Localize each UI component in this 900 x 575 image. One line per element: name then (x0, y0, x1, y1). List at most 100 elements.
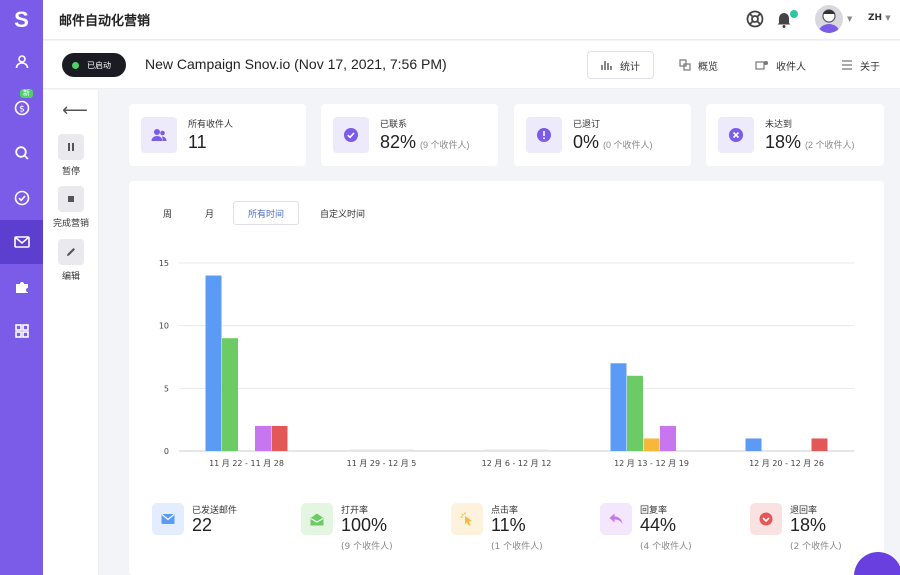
bar (610, 363, 627, 451)
stat-value-row: 11 (188, 132, 207, 153)
x-circle-icon (718, 117, 754, 153)
bar (811, 438, 828, 451)
range-tab-week[interactable]: 周 (163, 209, 173, 220)
stat-label: 所有收件人 (188, 120, 234, 130)
status-badge: 已启动 (62, 53, 126, 77)
edit-button[interactable]: 编辑 (43, 239, 99, 282)
pause-button[interactable]: 暂停 (43, 134, 99, 177)
y-tick-label: 10 (159, 322, 169, 331)
avatar[interactable] (815, 5, 843, 33)
avatar-chevron-down-icon[interactable]: ▼ (847, 15, 853, 23)
stop-icon (58, 186, 84, 212)
campaign-title: New Campaign Snov.io (Nov 17, 2021, 7:56… (145, 56, 447, 72)
tab-label: 统计 (620, 61, 640, 73)
tab-recipients[interactable]: 收件人 (755, 51, 806, 79)
bell-icon[interactable] (776, 10, 792, 32)
stat-value-row: 18% (2 个收件人) (765, 132, 855, 153)
edit-label: 编辑 (61, 272, 80, 282)
range-tab-custom[interactable]: 自定义时间 (320, 209, 366, 220)
bar (205, 275, 222, 451)
metric-value: 18% (790, 515, 827, 535)
user-icon[interactable] (0, 40, 43, 84)
bar-chart-icon (601, 61, 612, 70)
finish-campaign-button[interactable]: 完成营销 (43, 186, 99, 229)
metric-sub: (4 个收件人) (640, 542, 692, 552)
metric-value: 22 (192, 515, 213, 535)
search-icon[interactable] (0, 131, 43, 175)
stat-card-unreached: 未达到 18% (2 个收件人) (706, 104, 884, 166)
metric-label: 打开率 (341, 506, 369, 516)
mail-icon[interactable] (0, 220, 43, 264)
metric-label: 点击率 (491, 506, 519, 516)
list-icon (842, 60, 852, 70)
tab-overview[interactable]: 概览 (679, 51, 718, 79)
metric-sub: (2 个收件人) (790, 542, 842, 552)
pause-label: 暂停 (61, 167, 80, 177)
support-icon[interactable] (746, 10, 764, 32)
puzzle-icon[interactable] (0, 265, 43, 309)
overview-icon (679, 59, 691, 71)
stats-panel: 周 月 所有时间 自定义时间 0 5 10 15 11 月 22 - 11 月 28 11… (129, 181, 884, 575)
metric-label: 回复率 (640, 506, 668, 516)
metric-label: 退回率 (790, 506, 818, 516)
new-badge: 新 (20, 89, 33, 98)
metric-sub: (1 个收件人) (491, 542, 543, 552)
bar (660, 425, 676, 451)
logo[interactable]: S (14, 7, 29, 32)
open-mail-icon (301, 503, 333, 535)
dollar-icon[interactable]: $ (0, 86, 43, 130)
app-title: 邮件自动化营销 (59, 14, 151, 29)
stat-value: 11 (188, 132, 207, 152)
stat-label: 未达到 (765, 120, 793, 130)
chevron-down-icon: ▼ (885, 14, 891, 22)
y-tick-label: 15 (159, 259, 169, 268)
alert-icon (526, 117, 562, 153)
status-label: 已启动 (87, 60, 111, 70)
stat-sub: (9 个收件人) (420, 140, 470, 150)
chat-widget-button[interactable] (854, 552, 900, 575)
stat-value-row: 0% (0 个收件人) (573, 132, 653, 153)
stat-value-row: 82% (9 个收件人) (380, 132, 470, 153)
status-dot (72, 61, 79, 69)
empty-bar-baseline (349, 449, 414, 451)
stat-label: 已退订 (573, 120, 601, 130)
metric-value: 100% (341, 515, 388, 535)
language-selector[interactable]: ZH ▼ (868, 13, 891, 23)
svg-text:$: $ (19, 105, 25, 115)
tab-label: 概览 (698, 61, 718, 73)
x-tick-label: 11 月 29 - 12 月 5 (347, 459, 417, 468)
recipients-icon (755, 61, 768, 70)
empty-bar-baseline (484, 449, 549, 451)
bar (271, 425, 288, 451)
bar (643, 438, 660, 451)
tab-label: 关于 (860, 61, 880, 73)
bar (222, 338, 238, 451)
bar-chart: 0 5 10 15 11 月 22 - 11 月 28 11 月 29 - 12 月 5 1… (159, 259, 854, 468)
range-tab-all-time[interactable]: 所有时间 (233, 201, 300, 225)
y-tick-label: 0 (164, 447, 169, 456)
stat-card-all-recipients: 所有收件人 11 (129, 104, 306, 166)
check-circle-icon (333, 117, 369, 153)
mail-icon (152, 503, 184, 535)
tab-about[interactable]: 关于 (841, 51, 880, 79)
top-bar: 邮件自动化营销 ▼ ZH ▼ (43, 0, 900, 40)
stat-sub: (2 个收件人) (805, 140, 855, 150)
stat-card-unsubscribed: 已退订 0% (0 个收件人) (514, 104, 691, 166)
grid-icon[interactable] (0, 309, 43, 353)
stat-value: 0% (573, 132, 600, 152)
x-tick-label: 11 月 22 - 11 月 28 (209, 459, 284, 468)
back-arrow-icon[interactable]: ⟵ (62, 100, 88, 121)
pencil-icon (58, 239, 84, 265)
metric-value: 11% (491, 515, 526, 535)
finish-label: 完成营销 (52, 219, 89, 229)
metric-sub: (9 个收件人) (341, 542, 393, 552)
tab-stats[interactable]: 统计 (587, 51, 654, 79)
campaign-header: 已启动 New Campaign Snov.io (Nov 17, 2021, … (43, 41, 900, 89)
check-circle-icon[interactable] (0, 176, 43, 220)
bar (255, 425, 271, 451)
metric-value: 44% (640, 515, 677, 535)
reply-icon (600, 503, 632, 535)
range-tab-month[interactable]: 月 (205, 209, 215, 220)
x-tick-label: 12 月 6 - 12 月 12 (482, 459, 552, 468)
actions-column: ⟵ 暂停 完成营销 编辑 (43, 90, 99, 575)
